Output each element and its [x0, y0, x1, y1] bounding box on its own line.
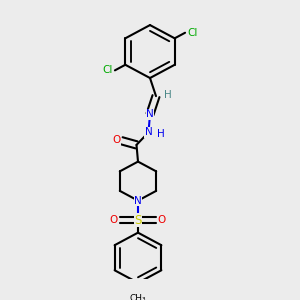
- Text: N: N: [134, 196, 142, 206]
- Text: S: S: [134, 214, 142, 226]
- Text: Cl: Cl: [102, 65, 112, 75]
- Text: O: O: [158, 215, 166, 225]
- Text: O: O: [110, 215, 118, 225]
- Text: Cl: Cl: [188, 28, 198, 38]
- Text: H: H: [164, 90, 172, 100]
- Text: N: N: [146, 109, 154, 119]
- Text: N: N: [145, 128, 152, 137]
- Text: O: O: [112, 135, 120, 145]
- Text: CH₃: CH₃: [130, 295, 146, 300]
- Text: H: H: [157, 129, 165, 139]
